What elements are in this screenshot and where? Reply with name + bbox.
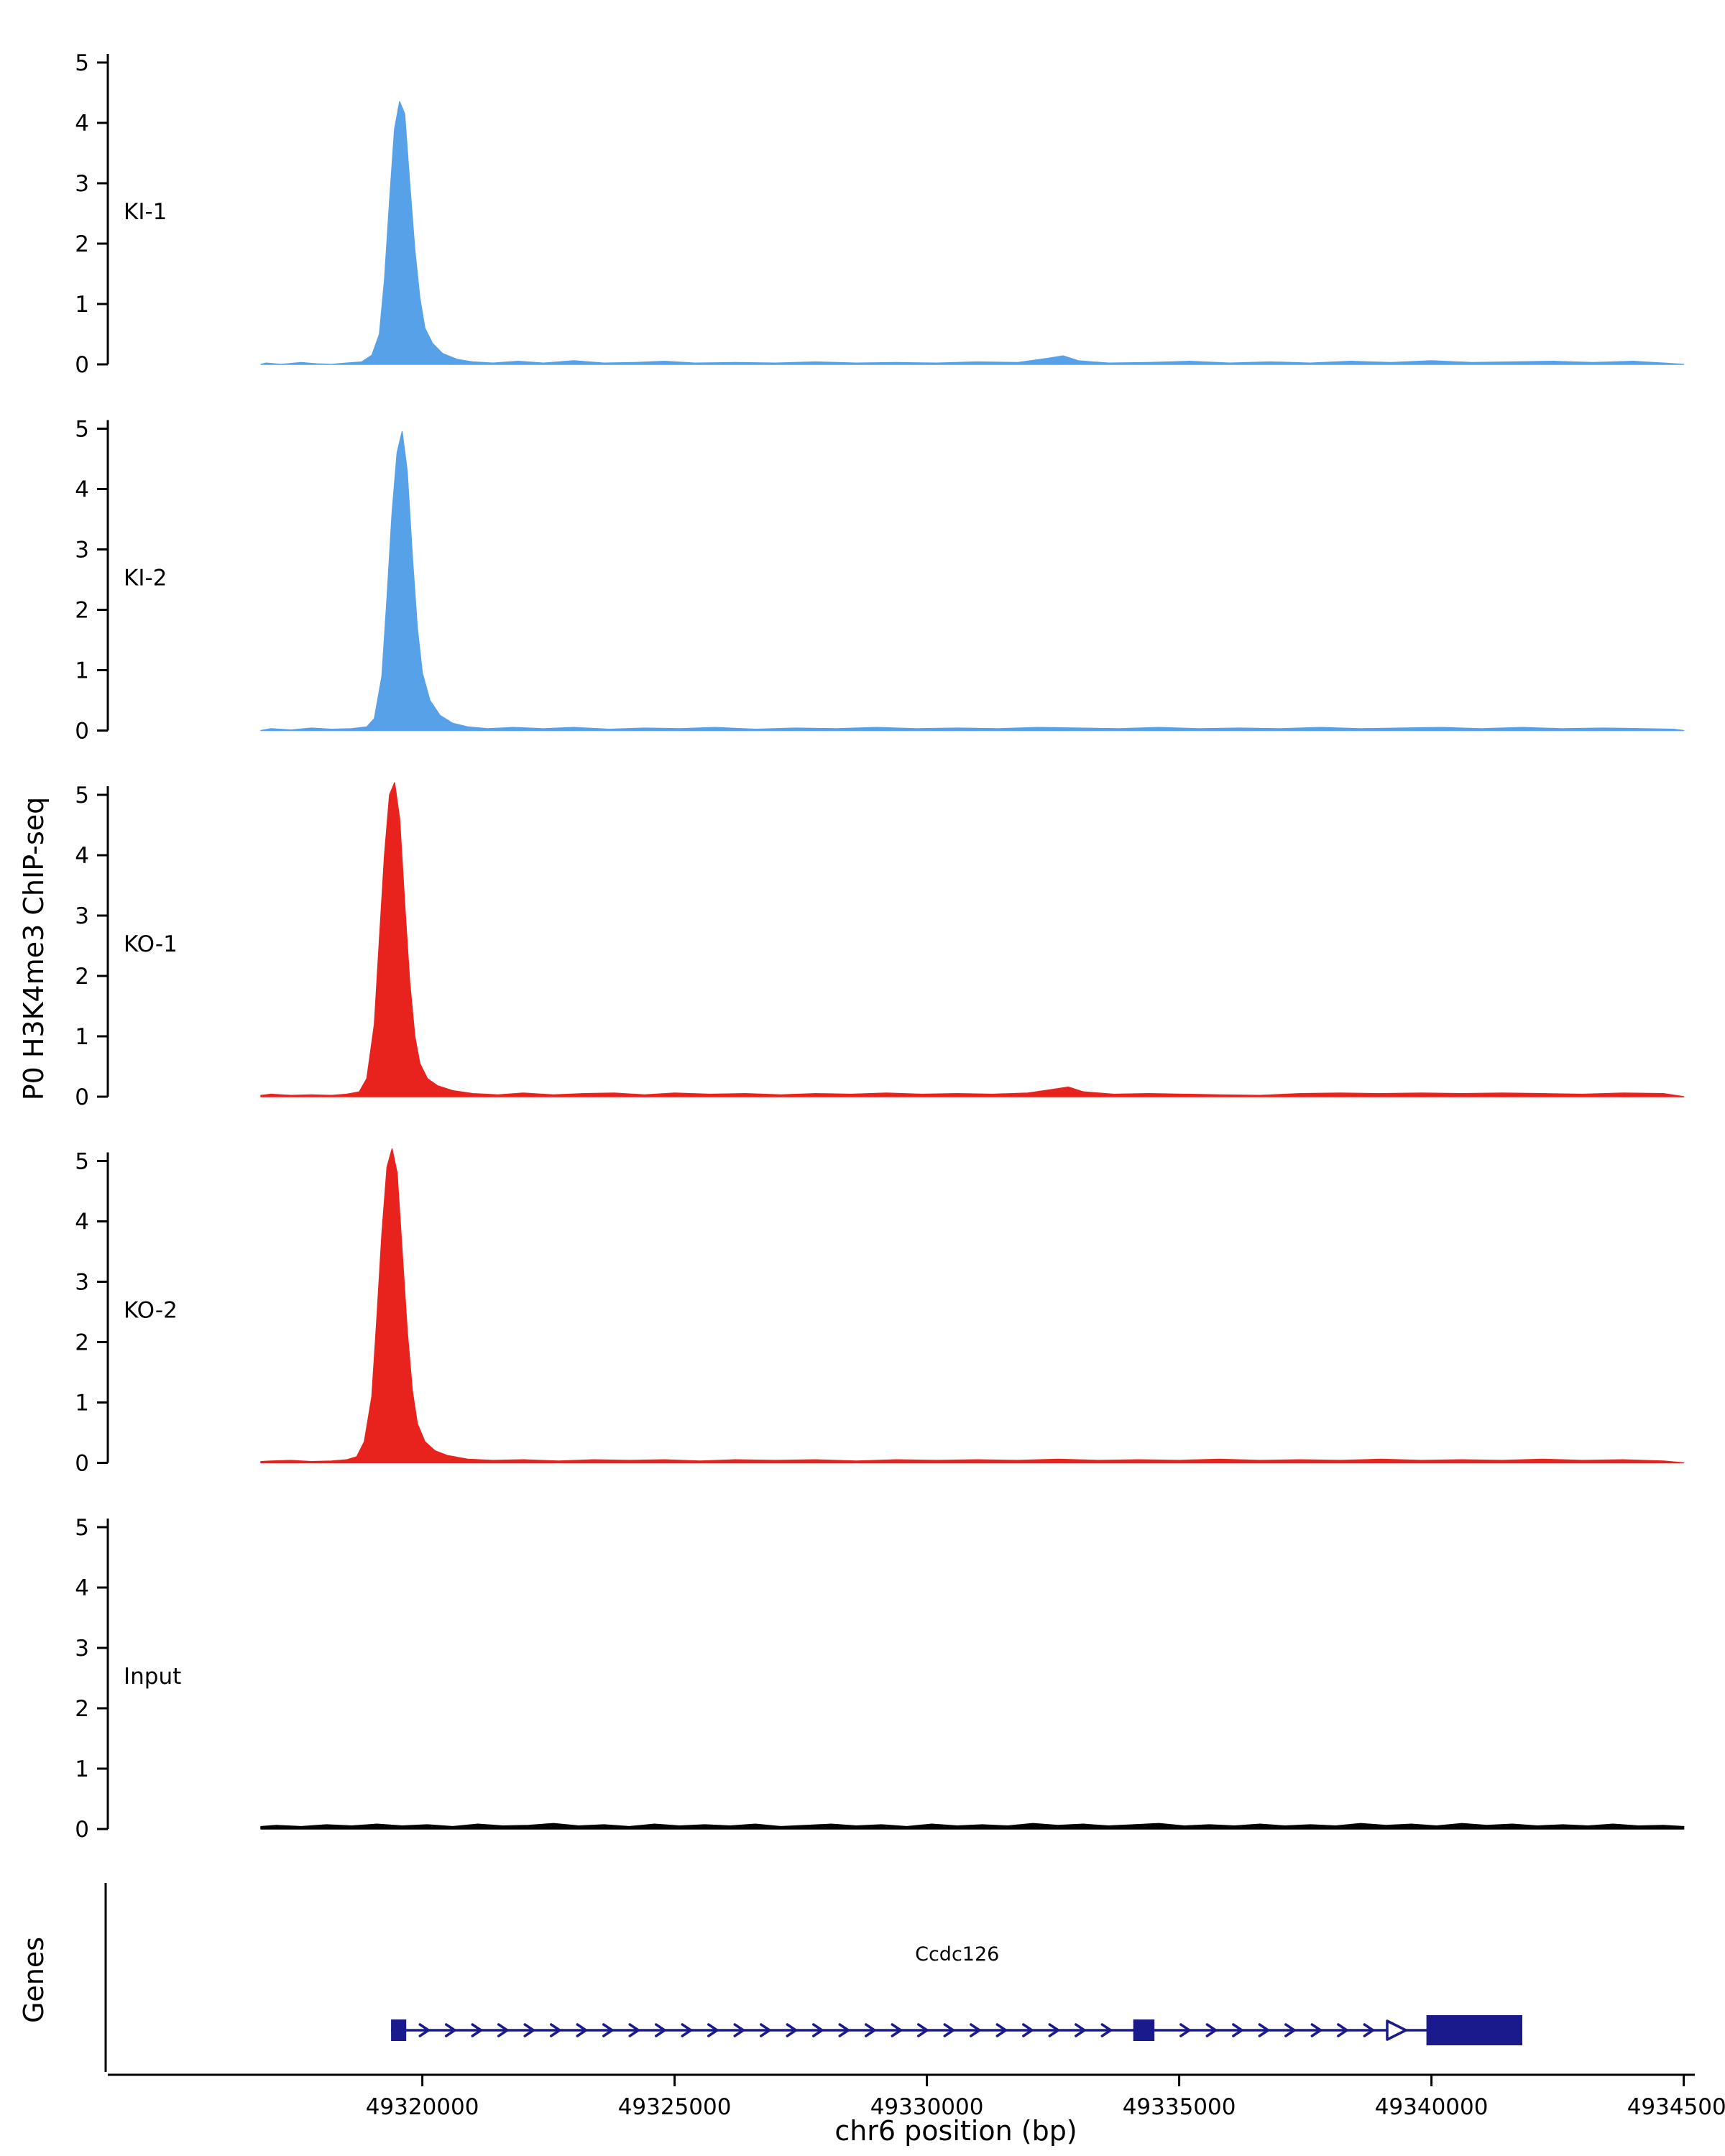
signal-tracks-group: 0 1 2 3 4 5 KI-1 0 1 2 3 4 5 KI-2 0 1 2 3 4 5 KO-1 0 1 2 3 4 5 KO-2… bbox=[75, 50, 1685, 1843]
y-tick-label: 4 bbox=[75, 111, 89, 137]
y-tick-label: 2 bbox=[75, 1696, 89, 1722]
signal-area-input bbox=[260, 1823, 1685, 1830]
y-tick-label: 0 bbox=[75, 719, 89, 745]
strand-direction-arrow bbox=[1048, 2023, 1060, 2037]
signal-area-ko-1 bbox=[260, 782, 1685, 1097]
track-panel-ko-1: 0 1 2 3 4 5 KO-1 bbox=[75, 782, 1685, 1110]
x-axis-title: chr6 position (bp) bbox=[834, 2115, 1077, 2147]
strand-direction-arrow bbox=[1022, 2023, 1034, 2037]
genes-panel-group: Ccdc126 bbox=[104, 1883, 1522, 2072]
y-tick-label: 0 bbox=[75, 352, 89, 378]
y-tick-label: 2 bbox=[75, 231, 89, 257]
signal-area-ko-2 bbox=[260, 1148, 1685, 1464]
y-tick-label: 4 bbox=[75, 843, 89, 869]
x-tick-label: 49340000 bbox=[1375, 2094, 1489, 2120]
track-panel-input: 0 1 2 3 4 5 Input bbox=[75, 1515, 1685, 1843]
x-tick-label: 49320000 bbox=[366, 2094, 479, 2120]
strand-direction-arrow bbox=[1205, 2023, 1218, 2037]
strand-direction-arrow bbox=[970, 2023, 981, 2037]
strand-direction-arrow bbox=[733, 2023, 745, 2037]
gene-name-label: Ccdc126 bbox=[915, 1943, 999, 1966]
y-tick-label: 1 bbox=[75, 1391, 89, 1416]
y-tick-label: 3 bbox=[75, 171, 89, 197]
y-tick-label: 2 bbox=[75, 598, 89, 624]
strand-direction-arrow bbox=[865, 2023, 876, 2037]
x-tick-label: 49345000 bbox=[1627, 2094, 1725, 2120]
strand-direction-arrow bbox=[681, 2023, 693, 2037]
strand-direction-arrow bbox=[576, 2023, 587, 2037]
signal-area-ki-1 bbox=[260, 101, 1685, 365]
strand-direction-arrow bbox=[812, 2023, 824, 2037]
strand-direction-arrow bbox=[917, 2023, 929, 2037]
strand-direction-arrow bbox=[707, 2023, 719, 2037]
x-tick-label: 49335000 bbox=[1123, 2094, 1236, 2120]
y-tick-label: 4 bbox=[75, 477, 89, 503]
strand-direction-arrow bbox=[1179, 2023, 1191, 2037]
strand-direction-arrow bbox=[1310, 2023, 1322, 2037]
x-tick-label: 49325000 bbox=[618, 2094, 732, 2120]
strand-direction-arrow bbox=[655, 2023, 666, 2037]
track-label: KI-2 bbox=[124, 566, 167, 591]
strand-direction-arrow bbox=[549, 2023, 561, 2037]
y-tick-label: 5 bbox=[75, 1149, 89, 1175]
strand-direction-arrow bbox=[760, 2023, 771, 2037]
signal-area-ki-2 bbox=[260, 430, 1685, 732]
strand-direction-arrow bbox=[1284, 2023, 1296, 2037]
strand-direction-arrow bbox=[1232, 2023, 1243, 2037]
strand-direction-arrow bbox=[995, 2023, 1008, 2037]
strand-direction-arrow bbox=[943, 2023, 955, 2037]
y-tick-label: 3 bbox=[75, 1270, 89, 1296]
strand-direction-arrow bbox=[418, 2023, 430, 2037]
track-label: KO-1 bbox=[124, 931, 178, 957]
x-axis-group: 49320000 49325000 49330000 49335000 49340000… bbox=[108, 2073, 1725, 2120]
track-label: KO-2 bbox=[124, 1298, 178, 1324]
strand-direction-arrow bbox=[1075, 2023, 1086, 2037]
terminal-arrowhead bbox=[1386, 2019, 1407, 2041]
gene-exon bbox=[391, 2019, 407, 2041]
strand-direction-arrow bbox=[497, 2023, 509, 2037]
strand-direction-arrow bbox=[602, 2023, 614, 2037]
y-tick-label: 3 bbox=[75, 903, 89, 929]
strand-direction-arrow bbox=[471, 2023, 482, 2037]
strand-direction-arrow bbox=[1258, 2023, 1270, 2037]
y-tick-label: 0 bbox=[75, 1084, 89, 1110]
y-tick-label: 3 bbox=[75, 538, 89, 563]
x-tick-label: 49330000 bbox=[870, 2094, 984, 2120]
strand-direction-arrow bbox=[1363, 2023, 1375, 2037]
strand-direction-arrow bbox=[1337, 2023, 1348, 2037]
y-tick-label: 1 bbox=[75, 658, 89, 684]
y-tick-label: 2 bbox=[75, 964, 89, 990]
track-label: Input bbox=[124, 1664, 181, 1690]
gene-exon bbox=[1426, 2015, 1522, 2045]
y-tick-label: 5 bbox=[75, 1515, 89, 1541]
track-panel-ko-2: 0 1 2 3 4 5 KO-2 bbox=[75, 1148, 1685, 1477]
y-tick-label: 0 bbox=[75, 1451, 89, 1477]
genes-panel-title: Genes bbox=[18, 1937, 50, 2023]
y-tick-label: 3 bbox=[75, 1636, 89, 1662]
strand-direction-arrow bbox=[891, 2023, 903, 2037]
y-axis-title: P0 H3K4me3 ChIP-seq bbox=[18, 797, 50, 1101]
gene-exon bbox=[1133, 2019, 1155, 2041]
track-panel-ki-2: 0 1 2 3 4 5 KI-2 bbox=[75, 417, 1685, 745]
y-tick-label: 2 bbox=[75, 1330, 89, 1356]
strand-direction-arrow bbox=[838, 2023, 850, 2037]
track-panel-ki-1: 0 1 2 3 4 5 KI-1 bbox=[75, 50, 1685, 378]
strand-direction-arrow bbox=[628, 2023, 640, 2037]
y-tick-label: 4 bbox=[75, 1575, 89, 1601]
y-tick-label: 5 bbox=[75, 417, 89, 443]
strand-direction-arrow bbox=[1100, 2023, 1113, 2037]
y-tick-label: 1 bbox=[75, 292, 89, 318]
y-tick-label: 1 bbox=[75, 1756, 89, 1782]
strand-direction-arrow bbox=[444, 2023, 456, 2037]
track-label: KI-1 bbox=[124, 199, 167, 225]
y-tick-label: 1 bbox=[75, 1024, 89, 1050]
y-tick-label: 5 bbox=[75, 783, 89, 808]
y-tick-label: 4 bbox=[75, 1210, 89, 1235]
y-tick-label: 0 bbox=[75, 1817, 89, 1843]
strand-direction-arrow bbox=[523, 2023, 535, 2037]
y-tick-label: 5 bbox=[75, 50, 89, 76]
strand-direction-arrow bbox=[786, 2023, 798, 2037]
